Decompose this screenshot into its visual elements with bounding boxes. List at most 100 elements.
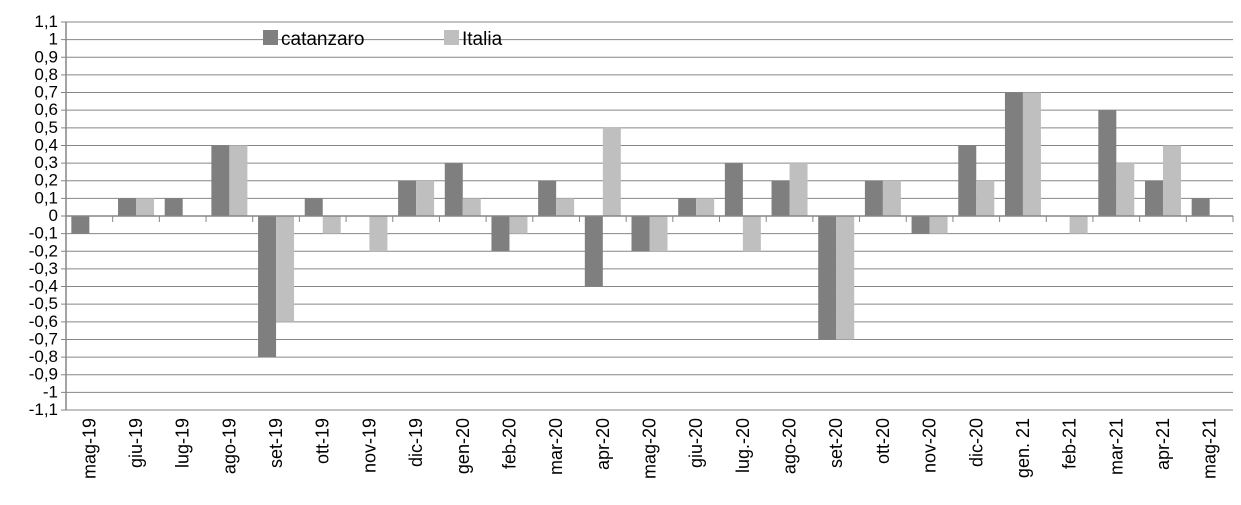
y-tick-label: -1 <box>43 382 58 401</box>
legend-swatch-italia <box>444 30 459 45</box>
bar-catanzaro-set-19 <box>258 216 277 358</box>
bar-italia-feb-21 <box>1069 216 1088 234</box>
bars <box>71 92 1210 358</box>
bar-catanzaro-dic-19 <box>398 180 417 216</box>
y-tick-label: 0,9 <box>34 47 58 66</box>
bar-catanzaro-mag-21 <box>1191 198 1210 216</box>
y-tick-label: -0,3 <box>29 259 58 278</box>
bar-italia-giu-20 <box>696 198 715 216</box>
y-tick-label: -0,1 <box>29 224 58 243</box>
bar-catanzaro-mag-20 <box>631 216 650 252</box>
bar-catanzaro-lug.-20 <box>724 163 743 216</box>
y-axis-tick-labels: 1,110,90,80,70,60,50,40,30,20,10-0,1-0,2… <box>29 12 58 419</box>
bar-catanzaro-set-20 <box>818 216 837 340</box>
bar-italia-ago-20 <box>789 163 808 216</box>
bar-catanzaro-dic-20 <box>958 145 977 216</box>
bar-catanzaro-ott-19 <box>304 198 323 216</box>
bar-italia-gen-20 <box>462 198 481 216</box>
y-tick-label: 0,7 <box>34 83 58 102</box>
bar-italia-dic-20 <box>976 180 995 216</box>
x-tick-label: ott-20 <box>873 418 893 464</box>
bar-italia-nov-20 <box>929 216 948 234</box>
x-tick-label: dic-20 <box>966 418 986 467</box>
x-tick-label: set-20 <box>826 418 846 468</box>
x-tick-label: feb-20 <box>499 418 519 469</box>
y-tick-label: -1,1 <box>29 400 58 419</box>
bar-catanzaro-apr-21 <box>1144 180 1163 216</box>
bar-italia-ott-19 <box>322 216 341 234</box>
bar-italia-mar-20 <box>556 198 575 216</box>
bar-italia-set-19 <box>276 216 295 322</box>
bar-italia-nov-19 <box>369 216 388 252</box>
x-tick-label: mag-19 <box>79 418 99 479</box>
bar-catanzaro-giu-19 <box>118 198 137 216</box>
y-tick-label: -0,6 <box>29 312 58 331</box>
bar-italia-feb-20 <box>509 216 528 234</box>
bar-italia-dic-19 <box>416 180 435 216</box>
bar-italia-giu-19 <box>136 198 155 216</box>
y-tick-label: 1,1 <box>34 12 58 31</box>
y-tick-label: -0,7 <box>29 329 58 348</box>
bar-catanzaro-nov-20 <box>911 216 930 234</box>
bar-catanzaro-gen. 21 <box>1004 92 1023 216</box>
y-tick-label: 0,3 <box>34 153 58 172</box>
x-tick-label: gen. 21 <box>1013 418 1033 478</box>
y-tick-label: 1 <box>49 30 58 49</box>
y-tick-label: 0,4 <box>34 135 58 154</box>
bar-italia-set-20 <box>836 216 855 340</box>
legend: catanzaro Italia <box>263 29 503 50</box>
legend-swatch-catanzaro <box>263 30 278 45</box>
x-tick-label: mag-21 <box>1200 418 1220 479</box>
bar-catanzaro-apr-20 <box>584 216 603 287</box>
legend-label-catanzaro: catanzaro <box>281 29 364 50</box>
bar-italia-mag-20 <box>649 216 668 252</box>
bar-catanzaro-mag-19 <box>71 216 90 234</box>
x-tick-label: nov-19 <box>359 418 379 473</box>
axes <box>65 22 1234 410</box>
y-tick-label: -0,2 <box>29 241 58 260</box>
x-tick-label: gen-20 <box>453 418 473 474</box>
bar-catanzaro-mar-21 <box>1098 110 1117 216</box>
x-tick-label: set-19 <box>266 418 286 468</box>
x-axis-tick-labels: mag-19 giu-19 lug-19 ago-19 set-19 ott-19 nov-… <box>79 418 1219 479</box>
x-tick-label: dic-19 <box>406 418 426 467</box>
y-tick-label: 0,1 <box>34 188 58 207</box>
x-tick-label: mar-21 <box>1106 418 1126 475</box>
x-tick-label: ago-20 <box>780 418 800 474</box>
bar-italia-apr-21 <box>1162 145 1181 216</box>
bar-catanzaro-feb-20 <box>491 216 510 252</box>
x-tick-label: nov-20 <box>920 418 940 473</box>
x-tick-label: ago-19 <box>219 418 239 474</box>
y-tick-label: 0,8 <box>34 65 58 84</box>
bar-italia-gen. 21 <box>1022 92 1041 216</box>
bar-catanzaro-giu-20 <box>678 198 697 216</box>
y-tick-label: 0,2 <box>34 171 58 190</box>
legend-label-italia: Italia <box>462 29 503 50</box>
x-tick-label: ott-19 <box>313 418 333 464</box>
x-tick-label: mag-20 <box>640 418 660 479</box>
x-tick-label: apr-21 <box>1153 418 1173 470</box>
bar-italia-ago-19 <box>229 145 248 216</box>
bar-catanzaro-ago-20 <box>771 180 790 216</box>
bar-italia-ott-20 <box>882 180 901 216</box>
bar-italia-mar-21 <box>1116 163 1135 216</box>
x-tick-label: apr-20 <box>593 418 613 470</box>
y-tick-label: 0,6 <box>34 100 58 119</box>
y-tick-label: -0,4 <box>29 277 58 296</box>
y-tick-label: -0,9 <box>29 365 58 384</box>
bar-catanzaro-mar-20 <box>538 180 557 216</box>
x-tick-label: giu-20 <box>686 418 706 468</box>
bar-italia-lug.-20 <box>742 216 761 252</box>
y-tick-label: 0,5 <box>34 118 58 137</box>
x-tick-label: feb-21 <box>1060 418 1080 469</box>
x-tick-label: mar-20 <box>546 418 566 475</box>
bar-italia-apr-20 <box>602 127 621 216</box>
bar-catanzaro-gen-20 <box>444 163 463 216</box>
y-tick-label: 0 <box>49 206 58 225</box>
x-tick-label: giu-19 <box>126 418 146 468</box>
bar-catanzaro-ago-19 <box>211 145 230 216</box>
x-tick-label: lug-19 <box>173 418 193 468</box>
x-tick-label: lug.-20 <box>733 418 753 473</box>
y-tick-label: -0,5 <box>29 294 58 313</box>
